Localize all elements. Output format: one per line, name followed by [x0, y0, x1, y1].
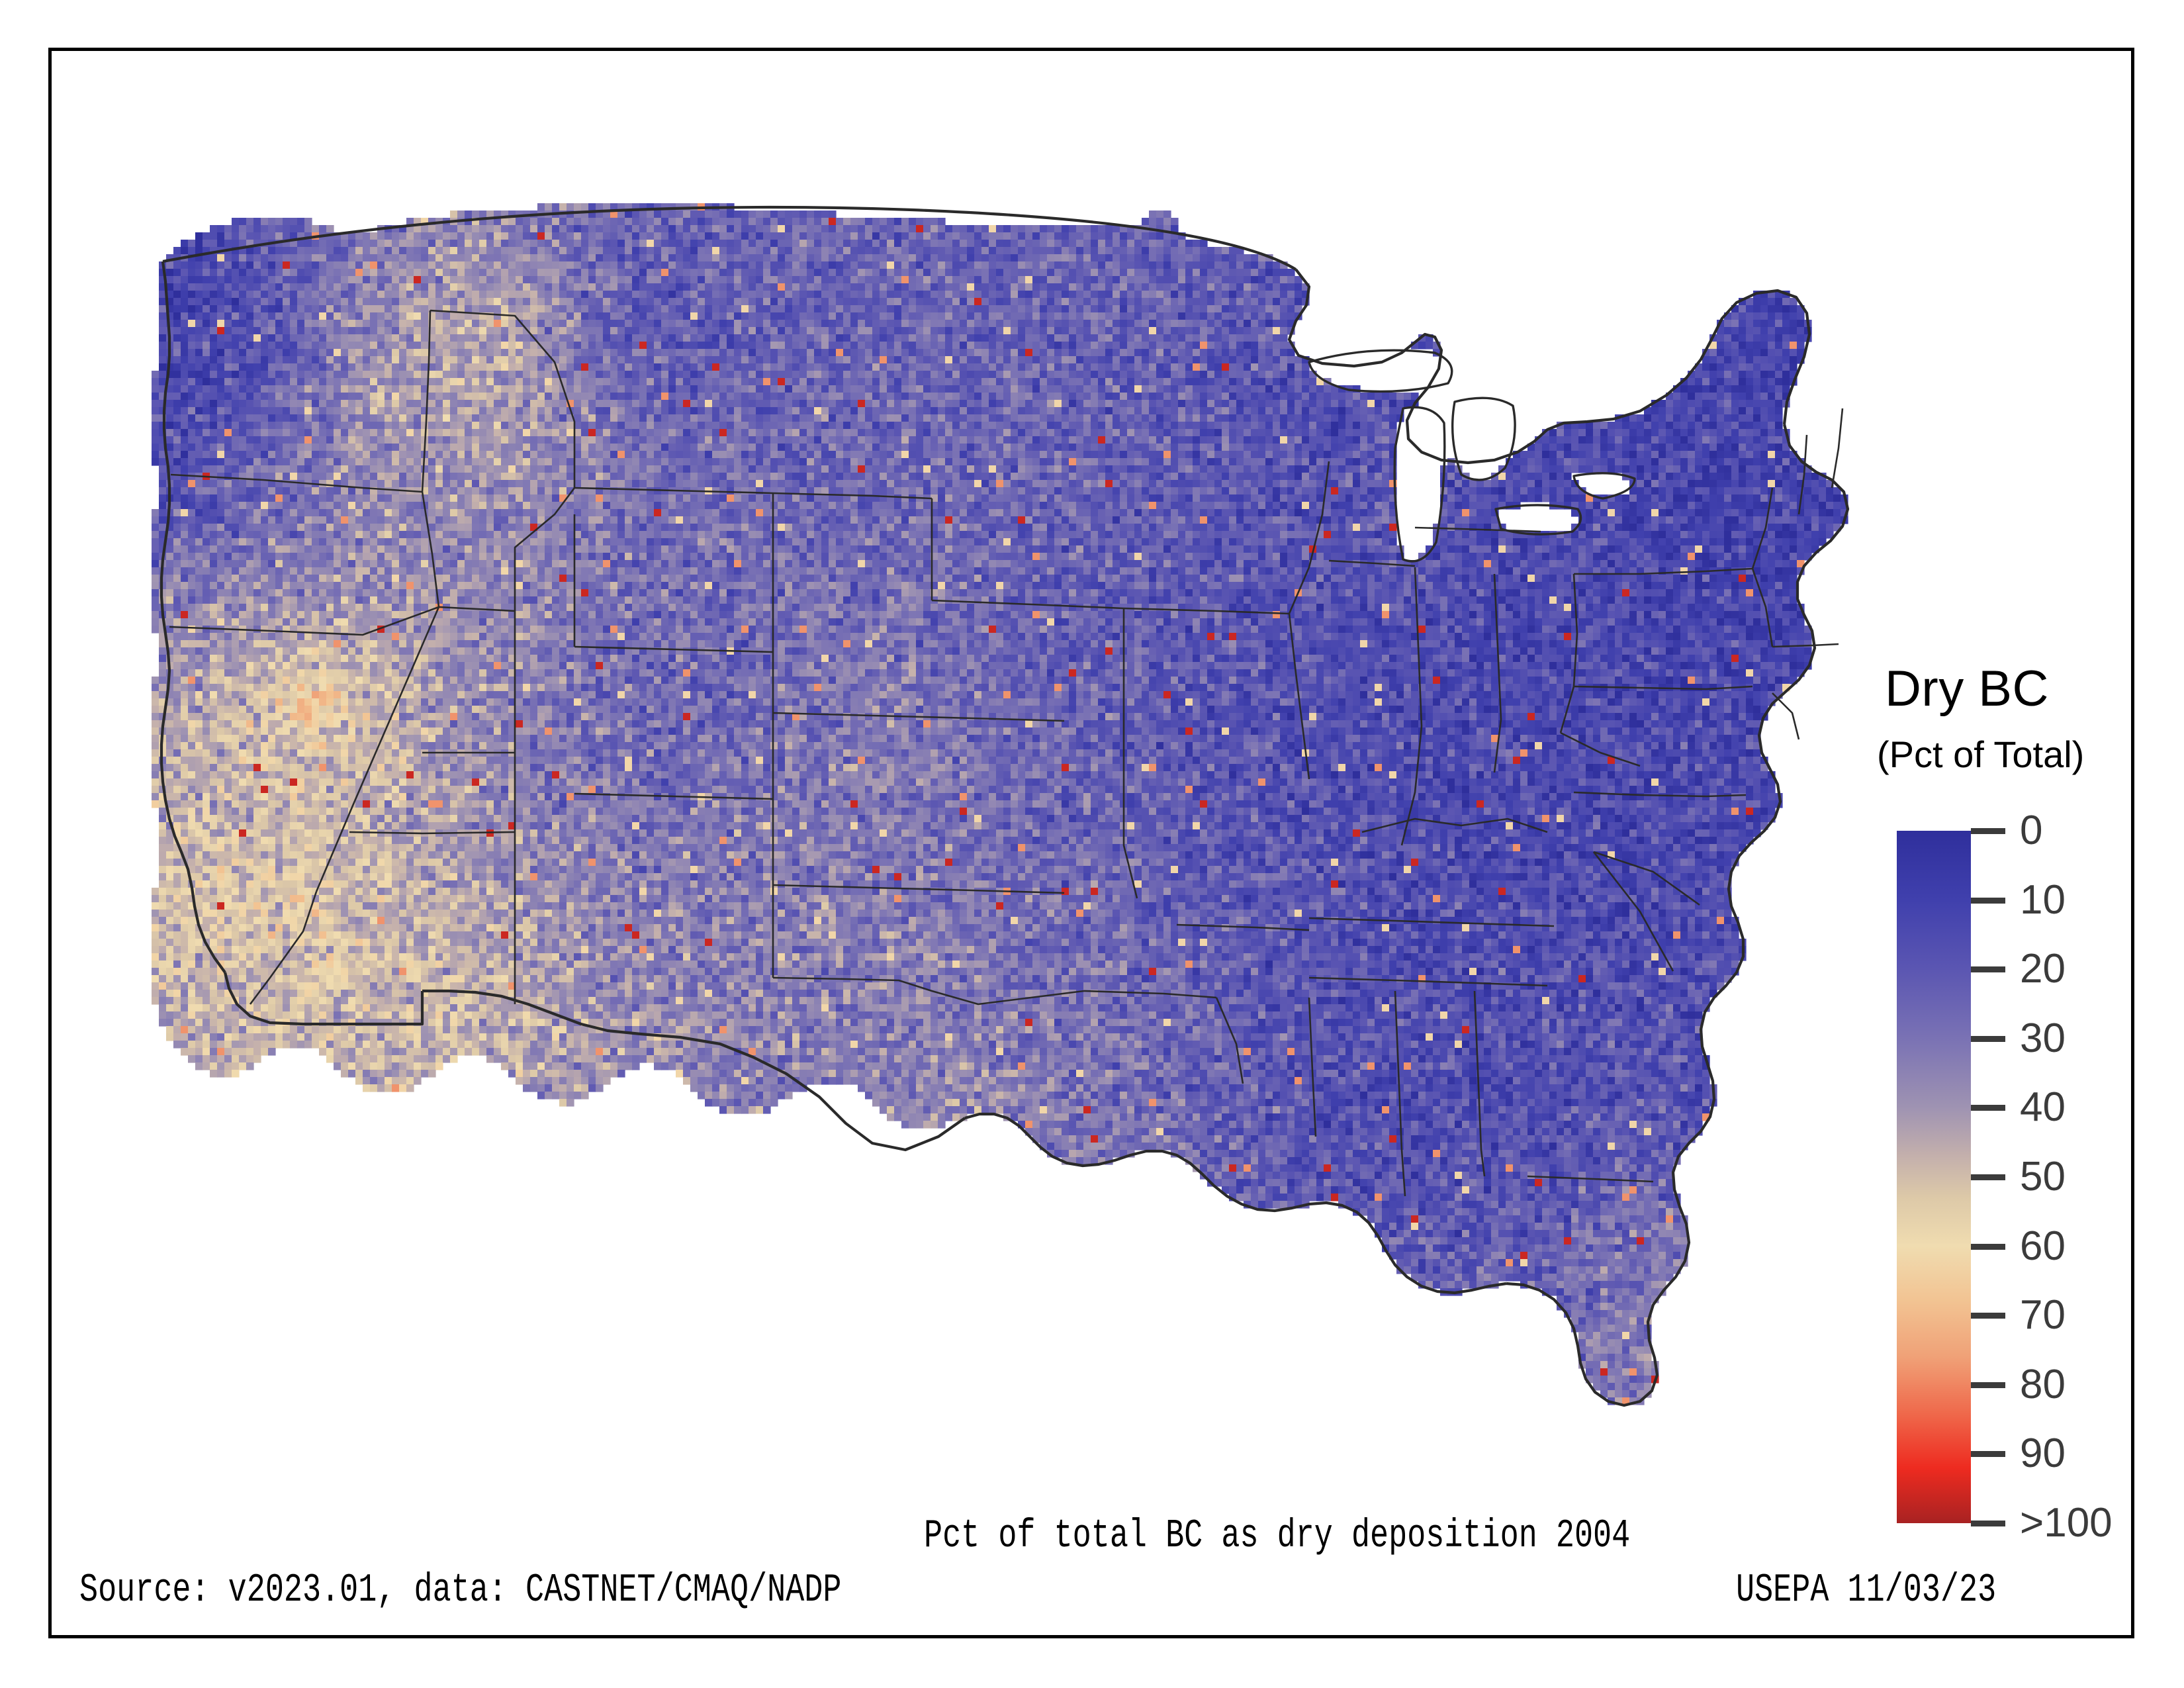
colorbar-tick-mark — [1971, 966, 2005, 973]
colorbar-tick-label: 50 — [2020, 1156, 2066, 1197]
state-line-38 — [1573, 791, 1747, 798]
colorbar-tick-label: 60 — [2020, 1225, 2066, 1267]
lake-erie — [1494, 504, 1582, 536]
state-line-42 — [1473, 990, 1486, 1177]
state-line-5 — [249, 891, 318, 1005]
source-caption: Source: v2023.01, data: CASTNET/CMAQ/NAD… — [79, 1568, 841, 1613]
colorbar-tick-mark — [1971, 1105, 2005, 1111]
state-line-4 — [315, 606, 440, 892]
state-line-22 — [772, 976, 1085, 1006]
colorbar-tick-label: 0 — [2020, 810, 2042, 851]
colorbar-tick-mark — [1971, 1313, 2005, 1319]
state-line-2 — [421, 491, 440, 608]
state-line-25 — [1176, 923, 1310, 931]
map-plot-area — [52, 51, 1905, 1494]
colorbar-wrapper: 0 10 20 30 40 50 60 70 80 90 >100 — [1897, 810, 2113, 1544]
mexico-border — [422, 989, 966, 1152]
canada-border — [162, 205, 1297, 271]
state-line-7 — [349, 831, 516, 835]
state-line-11 — [574, 487, 774, 494]
state-line-10 — [514, 487, 576, 611]
colorbar-tick-label: 70 — [2020, 1295, 2066, 1336]
state-line-28 — [1288, 461, 1330, 614]
lake-superior — [1308, 349, 1453, 393]
colorbar-tick-mark — [1971, 1451, 2005, 1458]
state-line-46 — [1308, 917, 1555, 927]
legend-title: Dry BC — [1885, 660, 2049, 718]
figure-frame: Dry BC (Pct of Total) 0 10 20 30 40 50 60 70 80 9… — [48, 48, 2134, 1638]
pacific-coast — [159, 261, 226, 974]
state-line-16 — [931, 599, 1124, 610]
state-line-19 — [574, 792, 774, 800]
state-line-23 — [1083, 990, 1217, 999]
state-line-45 — [1308, 976, 1548, 987]
state-line-43 — [1394, 990, 1406, 1197]
state-line-41 — [1527, 1175, 1654, 1183]
colorbar-tick-mark — [1971, 897, 2005, 904]
state-line-53 — [1772, 692, 1800, 740]
colorbar-tick-mark — [1971, 1174, 2005, 1180]
us-deposition-map — [52, 51, 1905, 1494]
state-boundaries — [159, 205, 1850, 1407]
colorbar-tick-label: 90 — [2020, 1433, 2066, 1474]
colorbar-tick-mark — [1971, 1035, 2005, 1042]
state-line-29 — [1288, 613, 1310, 780]
atlantic-coast — [1506, 424, 1850, 1407]
state-line-52 — [1772, 643, 1839, 648]
state-line-50 — [1797, 434, 1808, 515]
colorbar-tick-mark — [1971, 1382, 2005, 1388]
great-lakes-border — [1287, 268, 1811, 465]
state-line-35 — [1574, 567, 1753, 575]
state-line-30 — [1400, 567, 1423, 846]
colorbar-tick-label: 30 — [2020, 1017, 2066, 1059]
colorbar-tick-label: 40 — [2020, 1087, 2066, 1128]
state-line-0 — [170, 473, 423, 493]
state-line-31 — [1493, 573, 1502, 773]
colorbar-gradient — [1897, 831, 1971, 1523]
state-line-44 — [1308, 997, 1317, 1137]
state-line-21 — [772, 884, 1065, 894]
gulf-coast — [964, 1112, 1507, 1295]
state-line-32 — [1559, 573, 1578, 733]
state-line-3 — [169, 606, 439, 636]
lake-michigan — [1393, 406, 1446, 563]
state-line-9 — [430, 309, 576, 488]
sw-border — [223, 972, 424, 1026]
state-line-39 — [1593, 851, 1700, 906]
state-line-40 — [1592, 851, 1674, 972]
state-line-36 — [1573, 685, 1753, 690]
state-line-51 — [1831, 408, 1844, 489]
state-line-1 — [421, 310, 432, 492]
state-line-33 — [1328, 559, 1416, 567]
state-line-14 — [772, 492, 933, 500]
colorbar-tick-label: >100 — [2020, 1503, 2113, 1544]
legend-subtitle: (Pct of Total) — [1877, 733, 2084, 776]
lake-huron — [1451, 397, 1516, 481]
state-line-17 — [772, 712, 1065, 722]
main-caption: Pct of total BC as dry deposition 2004 — [924, 1514, 1630, 1559]
agency-caption: USEPA 11/03/23 — [1736, 1568, 1996, 1613]
colorbar-tick-label: 20 — [2020, 949, 2066, 990]
state-line-37 — [1751, 568, 1774, 647]
colorbar-tick-mark — [1971, 1521, 2005, 1526]
lake-ontario — [1572, 472, 1636, 500]
state-line-48 — [1560, 731, 1641, 767]
colorbar-tick-mark — [1971, 828, 2005, 834]
state-line-12 — [574, 645, 774, 653]
deposition-raster — [152, 203, 1848, 1405]
colorbar-tick-label: 80 — [2020, 1364, 2066, 1405]
state-line-24 — [1215, 997, 1244, 1084]
legend-panel: Dry BC (Pct of Total) 0 10 20 30 40 50 60 70 80 9… — [1839, 660, 2130, 1554]
state-line-27 — [1123, 607, 1290, 615]
state-line-49 — [1751, 487, 1774, 569]
colorbar-tick-label: 10 — [2020, 879, 2066, 921]
state-line-26 — [1122, 608, 1138, 899]
state-line-47 — [1361, 818, 1548, 833]
colorbar-tick-mark — [1971, 1243, 2005, 1250]
state-line-6 — [438, 606, 516, 832]
